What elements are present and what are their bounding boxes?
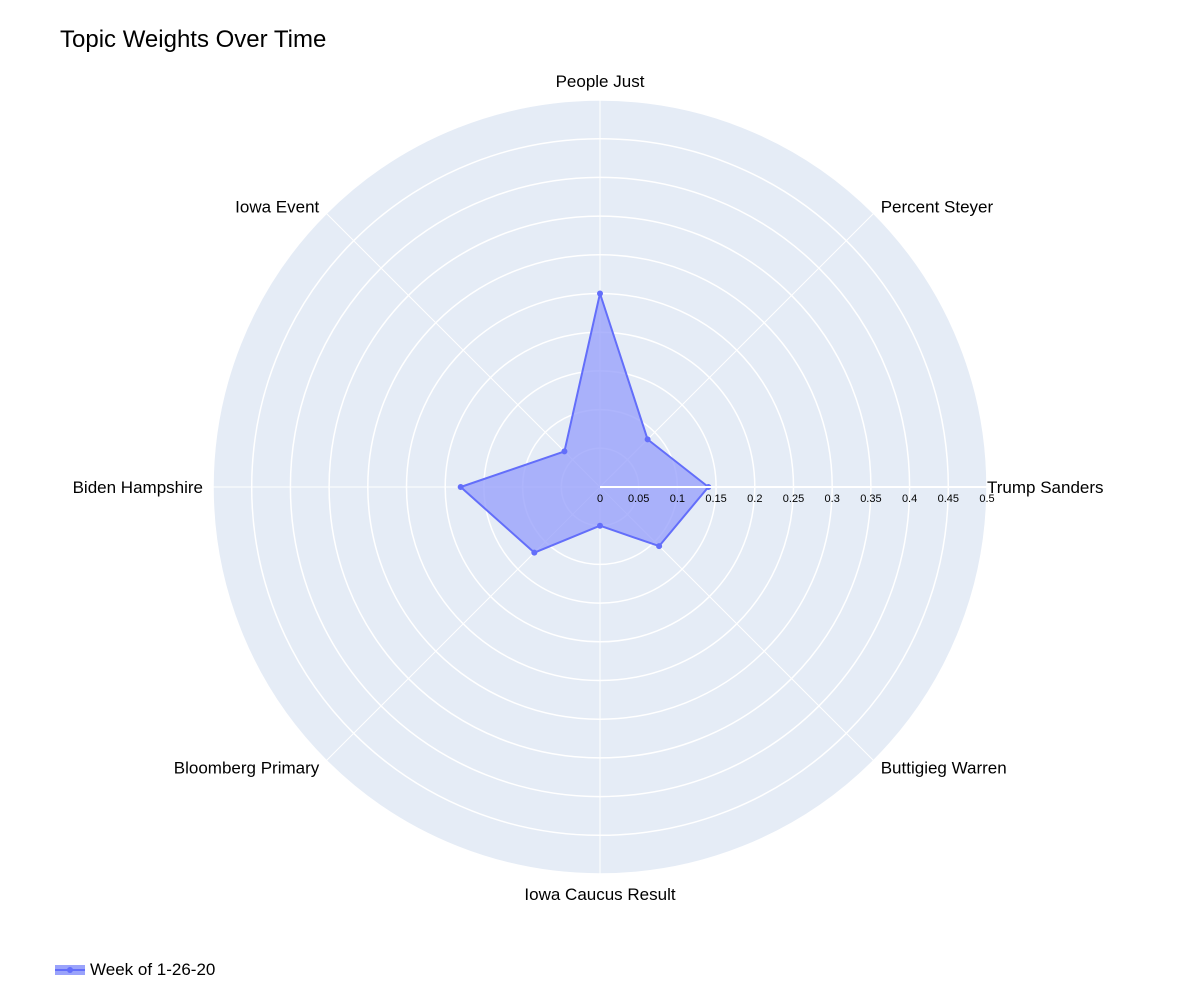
legend[interactable]: Week of 1-26-20 [55, 958, 215, 982]
category-label: Biden Hampshire [73, 478, 203, 497]
category-label: People Just [556, 72, 645, 91]
data-point-3 [597, 291, 603, 297]
radial-tick-label: 0.2 [747, 493, 762, 505]
radial-tick-label: 0.05 [628, 493, 649, 505]
data-point-8 [656, 543, 662, 549]
radial-tick-label: 0.25 [783, 493, 804, 505]
radial-tick-label: 0 [597, 493, 603, 505]
category-label: Percent Steyer [881, 197, 994, 216]
category-label: Buttigieg Warren [881, 759, 1007, 778]
legend-label: Week of 1-26-20 [90, 960, 215, 980]
data-point-2 [645, 436, 651, 442]
data-point-7 [597, 523, 603, 529]
data-point-5 [458, 484, 464, 490]
data-point-6 [531, 550, 537, 556]
category-label: Trump Sanders [987, 478, 1104, 497]
radial-tick-label: 0.35 [860, 493, 881, 505]
category-label: Iowa Event [235, 197, 319, 216]
radial-tick-label: 0.15 [705, 493, 726, 505]
category-label: Iowa Caucus Result [524, 885, 675, 904]
radial-tick-label: 0.45 [938, 493, 959, 505]
category-label: Bloomberg Primary [174, 759, 320, 778]
radial-tick-label: 0.4 [902, 493, 917, 505]
radial-tick-label: 0.1 [670, 493, 685, 505]
legend-swatch [55, 963, 85, 977]
radial-tick-label: 0.3 [825, 493, 840, 505]
data-point-4 [561, 448, 567, 454]
